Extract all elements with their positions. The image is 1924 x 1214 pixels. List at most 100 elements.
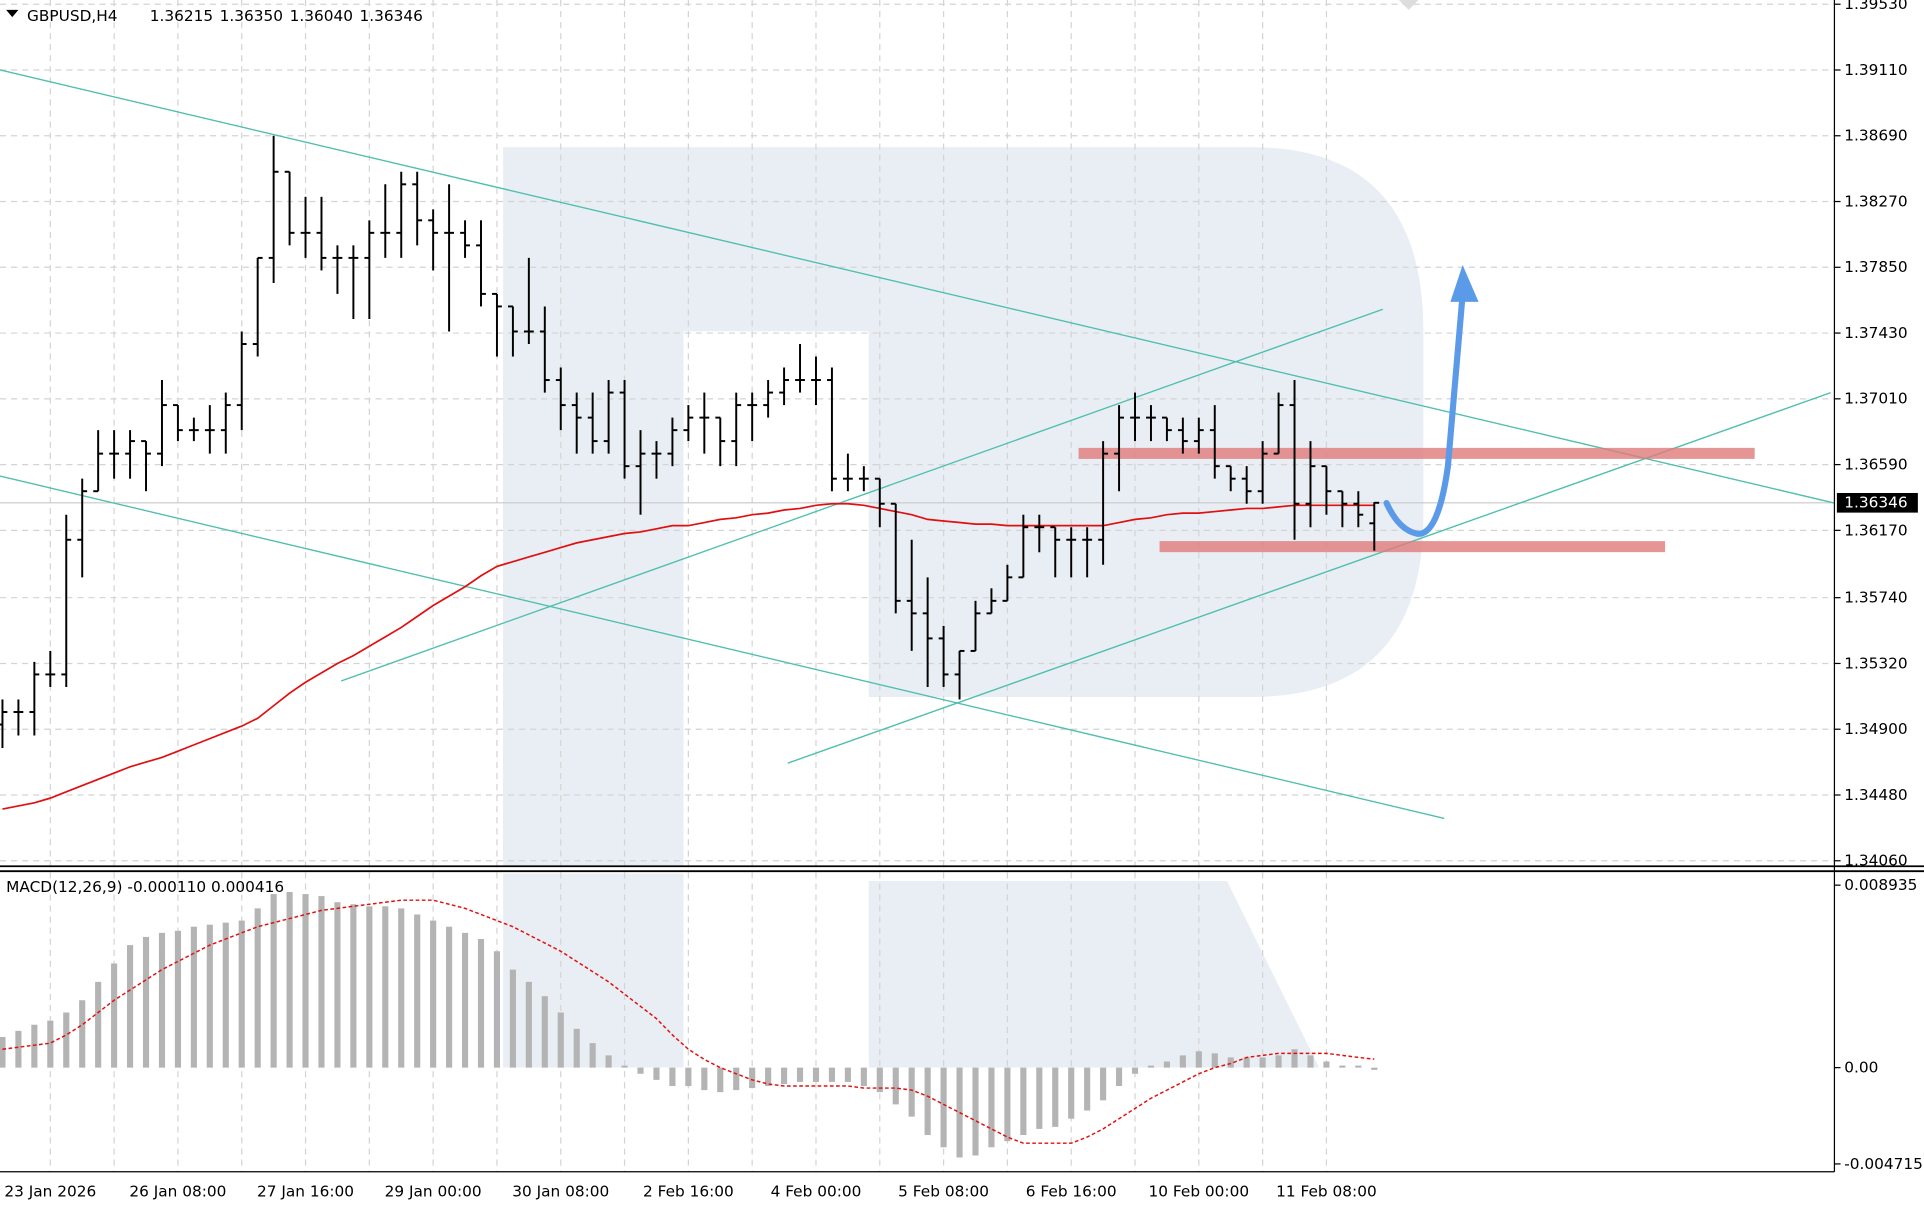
histogram-bar — [0, 1037, 6, 1068]
histogram-bar — [749, 1067, 756, 1089]
histogram-bar — [573, 1028, 580, 1068]
histogram-bar — [1084, 1067, 1091, 1111]
y-tick-label: 1.38690 — [1844, 127, 1907, 145]
y-tick-label: 1.37430 — [1844, 324, 1907, 342]
x-tick-label: 2 Feb 16:00 — [643, 1182, 734, 1200]
histogram-bar — [557, 1012, 564, 1068]
y-tick-label: 1.36170 — [1844, 521, 1907, 539]
histogram-bar — [111, 963, 118, 1068]
histogram-bar — [446, 926, 453, 1068]
grid — [0, 0, 1835, 1172]
histogram-bar — [1323, 1061, 1330, 1068]
histogram-bar — [174, 930, 181, 1068]
histogram-bar — [605, 1055, 612, 1068]
histogram-bar — [270, 894, 277, 1068]
histogram-bar — [1355, 1065, 1362, 1068]
histogram-bar — [637, 1067, 644, 1074]
y-tick-label: 1.38270 — [1844, 192, 1907, 210]
histogram-bar — [860, 1067, 867, 1087]
y-tick-label: 1.39110 — [1844, 61, 1907, 79]
histogram-bar — [1068, 1067, 1075, 1119]
histogram-bar — [844, 1067, 851, 1082]
histogram-bar — [1020, 1067, 1027, 1136]
histogram-bar — [1307, 1055, 1314, 1068]
histogram-bar — [924, 1067, 931, 1136]
header-icon — [6, 9, 19, 18]
y-tick-label: 1.37850 — [1844, 258, 1907, 276]
histogram-bar — [1275, 1055, 1282, 1068]
macd-header: MACD(12,26,9) -0.000110 0.000416 — [6, 878, 284, 896]
histogram-bar — [493, 951, 501, 1068]
histogram-bar — [238, 920, 245, 1068]
histogram-bar — [1291, 1049, 1298, 1068]
histogram-bar — [15, 1030, 22, 1068]
histogram-bar — [621, 1065, 628, 1068]
x-tick-label: 4 Feb 00:00 — [771, 1182, 862, 1200]
histogram-bar — [940, 1067, 947, 1148]
y-tick-label: 1.34480 — [1844, 786, 1907, 804]
histogram-bar — [382, 906, 389, 1068]
x-tick-label: 5 Feb 08:00 — [898, 1182, 989, 1200]
trend-line — [0, 69, 1835, 504]
histogram-bar — [701, 1067, 708, 1091]
histogram-bar — [126, 945, 134, 1068]
histogram-bar — [1163, 1061, 1170, 1068]
ohlc-low: 1.36040 — [290, 7, 353, 25]
histogram-bar — [988, 1067, 995, 1148]
x-tick-label: 26 Jan 08:00 — [129, 1182, 226, 1200]
histogram-bar — [828, 1067, 836, 1082]
histogram-bar — [1227, 1057, 1234, 1068]
histogram-bar — [589, 1043, 596, 1068]
histogram-bar — [430, 920, 437, 1068]
y-tick-label: 1.37010 — [1844, 390, 1907, 408]
histogram-bar — [1195, 1051, 1202, 1068]
histogram-bar — [1211, 1053, 1218, 1068]
histogram-bar — [541, 996, 548, 1068]
histogram-bar — [95, 981, 102, 1068]
plot — [0, 135, 1380, 1158]
histogram-bar — [318, 896, 325, 1068]
trend-line — [0, 475, 1445, 820]
histogram-bar — [398, 908, 405, 1068]
arrow-head — [1450, 265, 1479, 302]
y-tick-label: 1.35320 — [1844, 654, 1907, 672]
histogram-bar — [1131, 1067, 1139, 1074]
signal-line — [2, 899, 1375, 1144]
histogram-bar — [1259, 1057, 1266, 1068]
histogram-bar — [158, 932, 166, 1068]
y-tick-label: 1.34900 — [1844, 720, 1907, 738]
histogram-bar — [876, 1067, 883, 1093]
moving-average — [2, 502, 1375, 810]
x-tick-label: 6 Feb 16:00 — [1026, 1182, 1117, 1200]
watermark-stem-low — [503, 873, 684, 1068]
histogram-bar — [1036, 1067, 1043, 1129]
y-tick-label: 1.34060 — [1844, 852, 1907, 870]
last-price-label: 1.36346 — [1844, 494, 1907, 512]
support-zone — [1159, 541, 1666, 553]
histogram-bar — [765, 1067, 772, 1087]
watermark-gap — [683, 331, 869, 867]
histogram-bar — [461, 932, 469, 1068]
histogram-bar — [653, 1067, 660, 1080]
histogram-bar — [1243, 1057, 1250, 1068]
ohlc-close: 1.36346 — [360, 7, 423, 25]
y-tick-label: 0.00 — [1844, 1059, 1878, 1077]
scroll-marker — [1398, 0, 1419, 10]
y-tick-label: -0.004715 — [1844, 1155, 1923, 1173]
histogram-bar — [31, 1024, 38, 1068]
y-tick-label: 1.36590 — [1844, 456, 1907, 474]
histogram-bar — [222, 922, 229, 1068]
x-tick-label: 11 Feb 08:00 — [1276, 1182, 1377, 1200]
drawings — [0, 69, 1835, 820]
histogram-bar — [1004, 1067, 1011, 1142]
y-tick-label: 1.39530 — [1844, 0, 1907, 13]
resistance-zone — [1078, 447, 1755, 459]
histogram-bar — [1115, 1067, 1123, 1087]
histogram-bar — [1371, 1067, 1378, 1070]
histogram-bar — [733, 1067, 740, 1091]
histogram-bar — [509, 969, 516, 1068]
histogram-bar — [190, 926, 197, 1068]
last-price-box — [1836, 492, 1918, 513]
